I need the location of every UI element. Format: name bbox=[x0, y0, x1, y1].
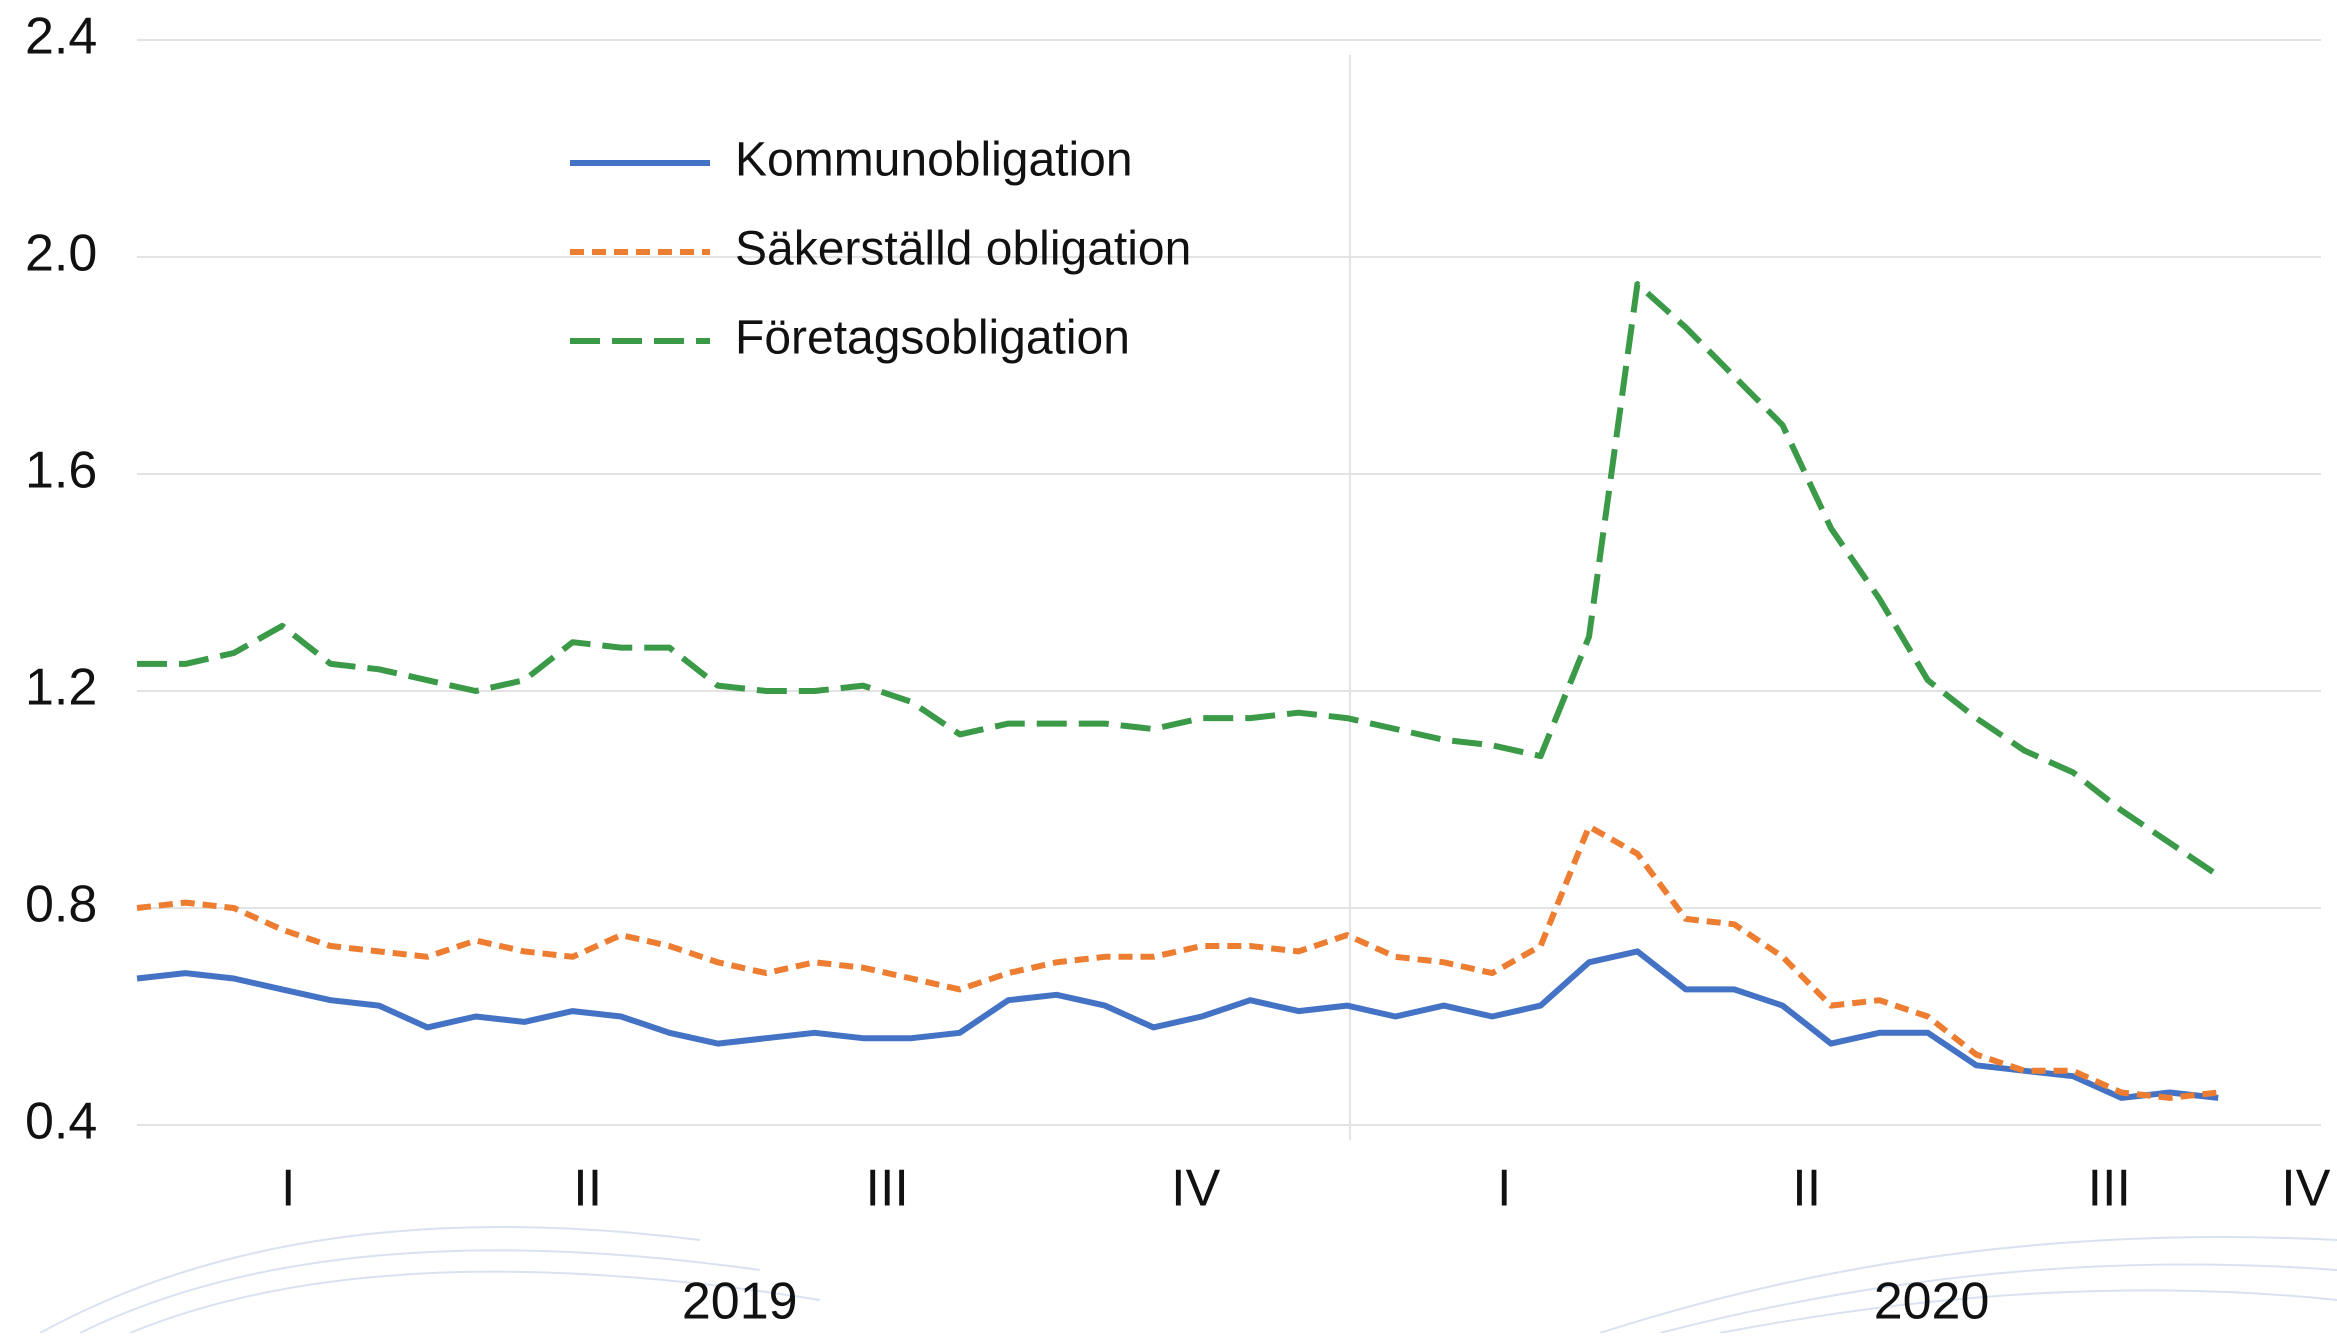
y-tick-label: 2.4 bbox=[25, 8, 97, 66]
y-tick-label: 0.8 bbox=[25, 876, 97, 934]
y-tick-label: 0.4 bbox=[25, 1093, 97, 1151]
legend-label: Företagsobligation bbox=[735, 312, 1130, 365]
year-label: 2020 bbox=[1874, 1273, 1990, 1331]
y-tick-label: 1.6 bbox=[25, 442, 97, 500]
legend-label: Kommunobligation bbox=[735, 134, 1133, 187]
x-tick-label: I bbox=[1497, 1160, 1511, 1218]
x-tick-label: III bbox=[2088, 1160, 2131, 1218]
y-tick-label: 1.2 bbox=[25, 659, 97, 717]
x-tick-label: I bbox=[281, 1160, 295, 1218]
series-line bbox=[137, 281, 2220, 878]
x-tick-label: IV bbox=[1171, 1160, 1220, 1218]
year-label: 2019 bbox=[682, 1273, 798, 1331]
series-line bbox=[136, 948, 2219, 1101]
y-tick-label: 2.0 bbox=[25, 225, 97, 283]
decoration bbox=[39, 1226, 2337, 1334]
x-tick-label: II bbox=[1792, 1160, 1821, 1218]
x-tick-label: II bbox=[573, 1160, 602, 1218]
series-line bbox=[136, 823, 2219, 1101]
legend-label: Säkerställd obligation bbox=[735, 223, 1191, 276]
x-tick-label: III bbox=[866, 1160, 909, 1218]
x-tick-label: IV bbox=[2281, 1160, 2330, 1218]
